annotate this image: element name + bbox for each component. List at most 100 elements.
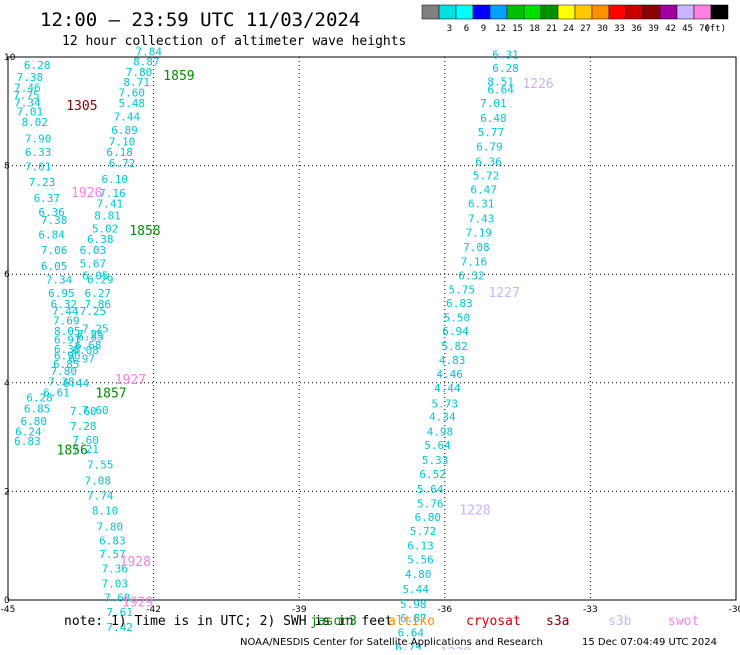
wave-height-value: 6.33 <box>25 146 52 159</box>
y-tick-label: 0 <box>4 596 10 606</box>
x-tick-label: -30 <box>729 605 740 615</box>
wave-height-value: 6.64 <box>487 84 514 97</box>
wave-height-value: 4.44 <box>434 382 461 395</box>
wave-height-value: 6.28 <box>492 62 519 75</box>
x-tick-label: -36 <box>437 605 452 615</box>
wave-height-value: 6.47 <box>470 183 497 196</box>
wave-height-value: 7.41 <box>97 198 124 211</box>
wave-height-value: 7.61 <box>106 606 133 619</box>
wave-height-value: 5.67 <box>80 257 107 270</box>
wave-height-value: 6.05 <box>82 269 109 282</box>
wave-height-value: 7.90 <box>25 132 52 145</box>
legend-label: 12 <box>495 24 506 34</box>
wave-height-value: 7.74 <box>87 490 114 503</box>
x-tick-label: -42 <box>146 605 161 615</box>
wave-height-value: 5.64 <box>424 439 451 452</box>
wave-height-value: 5.02 <box>92 223 119 236</box>
wave-height-value: 7.01 <box>480 97 507 110</box>
wave-height-value: 5.50 <box>444 312 471 325</box>
satellite-name: altiko <box>388 614 435 629</box>
wave-height-value: 7.25 <box>80 305 107 318</box>
wave-height-value: 7.16 <box>99 187 126 200</box>
y-tick-label: 2 <box>4 487 10 497</box>
legend-swatch <box>540 4 559 20</box>
wave-height-value: 6.37 <box>34 192 61 205</box>
legend-label: 42 <box>665 24 676 34</box>
wave-height-value: 6.28 <box>26 391 53 404</box>
wave-height-value: 5.76 <box>417 497 444 510</box>
wave-height-value: 6.61 <box>43 387 70 400</box>
wave-height-value: 7.80 <box>51 365 78 378</box>
wave-height-value: 4.46 <box>436 368 463 381</box>
wave-height-value: 7.69 <box>53 314 80 327</box>
wave-height-value: 6.64 <box>398 627 425 640</box>
wave-height-value: 6.31 <box>492 48 519 61</box>
wave-height-value: 6.38 <box>54 343 81 356</box>
wave-height-value: 7.25 <box>82 323 109 336</box>
legend-swatch <box>506 4 525 20</box>
wave-height-value: 7.38 <box>48 376 75 389</box>
x-tick-label: -45 <box>1 605 16 615</box>
wave-height-value: 7.34 <box>14 97 41 110</box>
legend-swatch <box>438 4 457 20</box>
chart-subtitle: 12 hour collection of altimeter wave hei… <box>62 34 406 49</box>
y-tick-label: 6 <box>4 270 10 280</box>
wave-height-value: 7.46 <box>14 81 41 94</box>
satellite-name: s3a <box>546 614 569 629</box>
wave-height-value: 6.89 <box>111 124 138 137</box>
legend-label: 27 <box>580 24 591 34</box>
wave-height-value: 7.23 <box>29 176 56 189</box>
legend-label: 39 <box>648 24 659 34</box>
wave-height-value: 6.94 <box>442 325 469 338</box>
wave-height-value: 7.86 <box>85 298 112 311</box>
credit-timestamp: 15 Dec 07:04:49 UTC 2024 <box>582 637 717 648</box>
wave-height-value: 7.01 <box>25 161 52 174</box>
wave-height-value: 6.24 <box>15 426 42 439</box>
wave-height-value: 7.60 <box>72 434 99 447</box>
wave-height-value: 6.08 <box>72 344 99 357</box>
wave-height-value: 8.51 <box>487 75 514 88</box>
wave-height-value: 5.72 <box>473 169 500 182</box>
wave-height-value: 8.10 <box>92 504 119 517</box>
wave-height-value: 6.97 <box>69 352 96 365</box>
wave-height-value: 6.87 <box>400 612 427 625</box>
wave-height-value: 7.08 <box>85 475 112 488</box>
wave-height-value: 6.18 <box>106 146 133 159</box>
pass-time-label: 1928 <box>120 555 151 570</box>
wave-height-value: 8.71 <box>123 76 150 89</box>
wave-height-value: 7.80 <box>97 521 124 534</box>
wave-height-value: 6.13 <box>407 540 434 553</box>
wave-height-value: 4.34 <box>429 410 456 423</box>
legend-label: 36 <box>631 24 642 34</box>
wave-height-value: 5.56 <box>407 553 434 566</box>
satellite-name: s3b <box>608 614 632 629</box>
wave-height-value: 5.82 <box>441 340 468 353</box>
wave-height-value: 7.57 <box>99 548 126 561</box>
legend-swatch <box>659 4 678 20</box>
pass-time-label: 1858 <box>129 224 160 239</box>
wave-height-value: 5.44 <box>402 583 429 596</box>
wave-height-values: 6.287.387.467.757.347.018.027.906.337.01… <box>13 46 519 655</box>
plot-frame <box>7 56 737 601</box>
wave-height-value: 4.80 <box>405 568 432 581</box>
wave-height-value: 6.03 <box>80 244 107 257</box>
wave-height-value: 7.75 <box>13 89 40 102</box>
wave-height-value: 7.19 <box>466 226 493 239</box>
wave-height-value: 6.90 <box>54 350 81 363</box>
y-tick-label: 4 <box>4 379 10 389</box>
wave-height-value: 7.03 <box>102 578 129 591</box>
wave-height-value: 7.08 <box>463 241 490 254</box>
wave-height-value: 8.05 <box>54 325 81 338</box>
legend-swatch <box>523 4 542 20</box>
pass-time-label: 1228 <box>459 503 490 518</box>
wave-height-value: 6.36 <box>38 206 65 219</box>
wave-height-value: 5.64 <box>417 483 444 496</box>
wave-height-value: 7.38 <box>17 71 44 84</box>
wave-height-value: 6.95 <box>48 287 75 300</box>
wave-height-value: 7.06 <box>41 244 68 257</box>
legend-label: 18 <box>529 24 540 34</box>
wave-height-value: 7.68 <box>104 591 131 604</box>
legend-label: 30 <box>597 24 608 34</box>
x-tick-label: -39 <box>292 605 307 615</box>
wave-height-value: 6.36 <box>475 155 502 168</box>
